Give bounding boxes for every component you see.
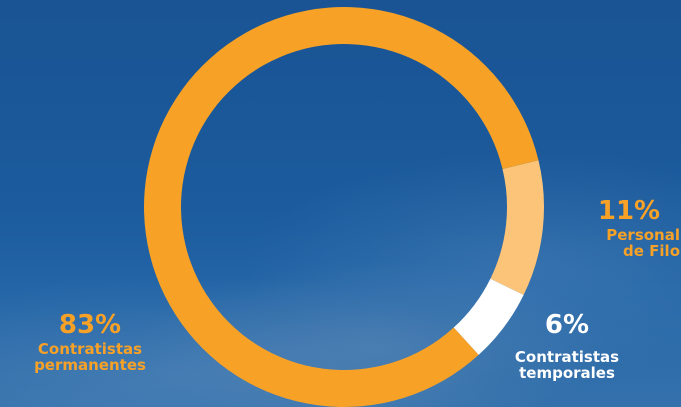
donut-slice-contratistas-temporales (453, 278, 524, 355)
value-label-personal-de-filo: 11% (597, 196, 661, 226)
slice-name-contratistas-temporales-line1: Contratistas (514, 348, 620, 366)
slice-name-contratistas-temporales-line2: temporales (519, 363, 615, 382)
slice-name-contratistas-permanentes-line1: Contratistas (37, 340, 143, 358)
slice-name-personal-de-filo-line1: Personal (606, 226, 680, 244)
slice-name-personal-de-filo-line2: de Filo (623, 241, 680, 260)
label-personal-de-filo: 11% Personal de Filo (578, 198, 680, 260)
value-label-contratistas-permanentes: 83% (58, 310, 122, 340)
value-label-contratistas-temporales: 6% (544, 310, 590, 340)
label-contratistas-permanentes: 83% Contratistas permanentes (0, 312, 180, 374)
donut-slice-personal-de-filo (490, 160, 544, 295)
slice-name-contratistas-permanentes-line2: permanentes (34, 355, 146, 374)
label-contratistas-temporales: 6% Contratistas temporales (492, 312, 642, 382)
